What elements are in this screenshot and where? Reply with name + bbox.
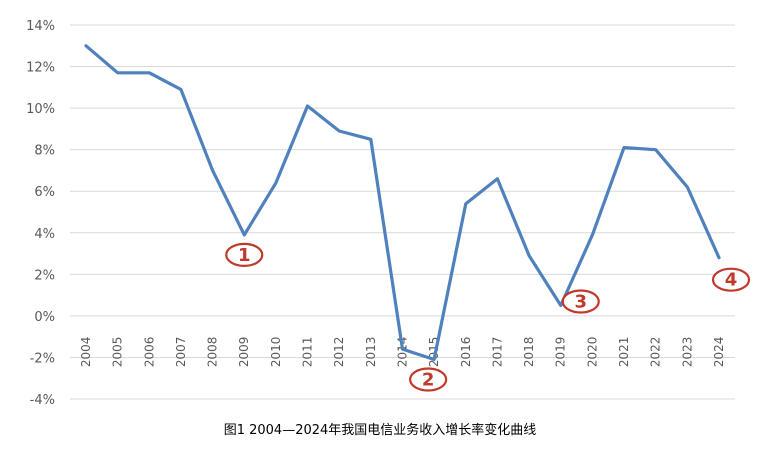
y-tick-label: 10% bbox=[26, 102, 55, 117]
annotation-marker-1: 1 bbox=[225, 242, 264, 267]
x-tick-label: 2009 bbox=[237, 337, 251, 368]
y-tick-label: -2% bbox=[30, 351, 55, 366]
annotation-label: 2 bbox=[422, 370, 435, 391]
x-tick-label: 2004 bbox=[79, 337, 93, 368]
annotation-ellipse bbox=[225, 242, 264, 267]
x-tick-label: 2024 bbox=[712, 337, 726, 368]
y-tick-label: -4% bbox=[30, 393, 55, 408]
x-tick-label: 2016 bbox=[459, 337, 473, 368]
annotation-marker-2: 2 bbox=[409, 367, 448, 392]
x-tick-label: 2008 bbox=[206, 337, 220, 368]
x-tick-label: 2019 bbox=[554, 337, 568, 368]
annotation-label: 3 bbox=[574, 292, 587, 313]
annotations: 1 2 3 4 bbox=[225, 242, 751, 392]
x-tick-label: 2005 bbox=[111, 337, 125, 368]
x-tick-label: 2013 bbox=[364, 337, 378, 368]
x-tick-label: 2023 bbox=[680, 337, 694, 368]
annotation-marker-3: 3 bbox=[561, 289, 600, 314]
annotation-ellipse bbox=[409, 367, 448, 392]
y-tick-label: 8% bbox=[34, 144, 55, 159]
x-tick-label: 2017 bbox=[490, 337, 504, 368]
annotation-ellipse bbox=[711, 267, 751, 292]
growth-rate-line bbox=[84, 44, 721, 362]
annotation-label: 4 bbox=[725, 270, 738, 291]
annotation-label: 1 bbox=[238, 245, 251, 266]
x-tick-label: 2006 bbox=[142, 337, 156, 368]
x-tick-label: 2021 bbox=[617, 337, 631, 368]
x-axis-ticks: 2004 2005 2006 2007 2008 2009 2010 2011 2012 2013… bbox=[79, 337, 726, 368]
annotation-ellipse bbox=[561, 289, 600, 314]
x-tick-label: 2012 bbox=[332, 337, 346, 368]
y-axis-ticks: -4% -2% 0% 2% 4% 6% 8% 10% 12% 14% bbox=[26, 19, 55, 408]
y-tick-label: 0% bbox=[34, 310, 55, 325]
x-tick-label: 2010 bbox=[269, 337, 283, 368]
x-tick-label: 2014 bbox=[396, 337, 410, 368]
y-tick-label: 6% bbox=[34, 185, 55, 200]
gridlines bbox=[70, 24, 735, 400]
x-tick-label: 2011 bbox=[301, 337, 315, 368]
chart-caption: 图1 2004—2024年我国电信业务收入增长率变化曲线 bbox=[223, 423, 537, 438]
y-tick-label: 12% bbox=[26, 61, 55, 76]
x-tick-label: 2022 bbox=[649, 337, 663, 368]
x-tick-label: 2020 bbox=[585, 337, 599, 368]
x-tick-label: 2007 bbox=[174, 337, 188, 368]
y-tick-label: 2% bbox=[34, 268, 55, 283]
y-tick-label: 14% bbox=[26, 19, 55, 34]
x-tick-label: 2018 bbox=[522, 337, 536, 368]
y-tick-label: 4% bbox=[34, 227, 55, 242]
annotation-marker-4: 4 bbox=[711, 267, 751, 292]
